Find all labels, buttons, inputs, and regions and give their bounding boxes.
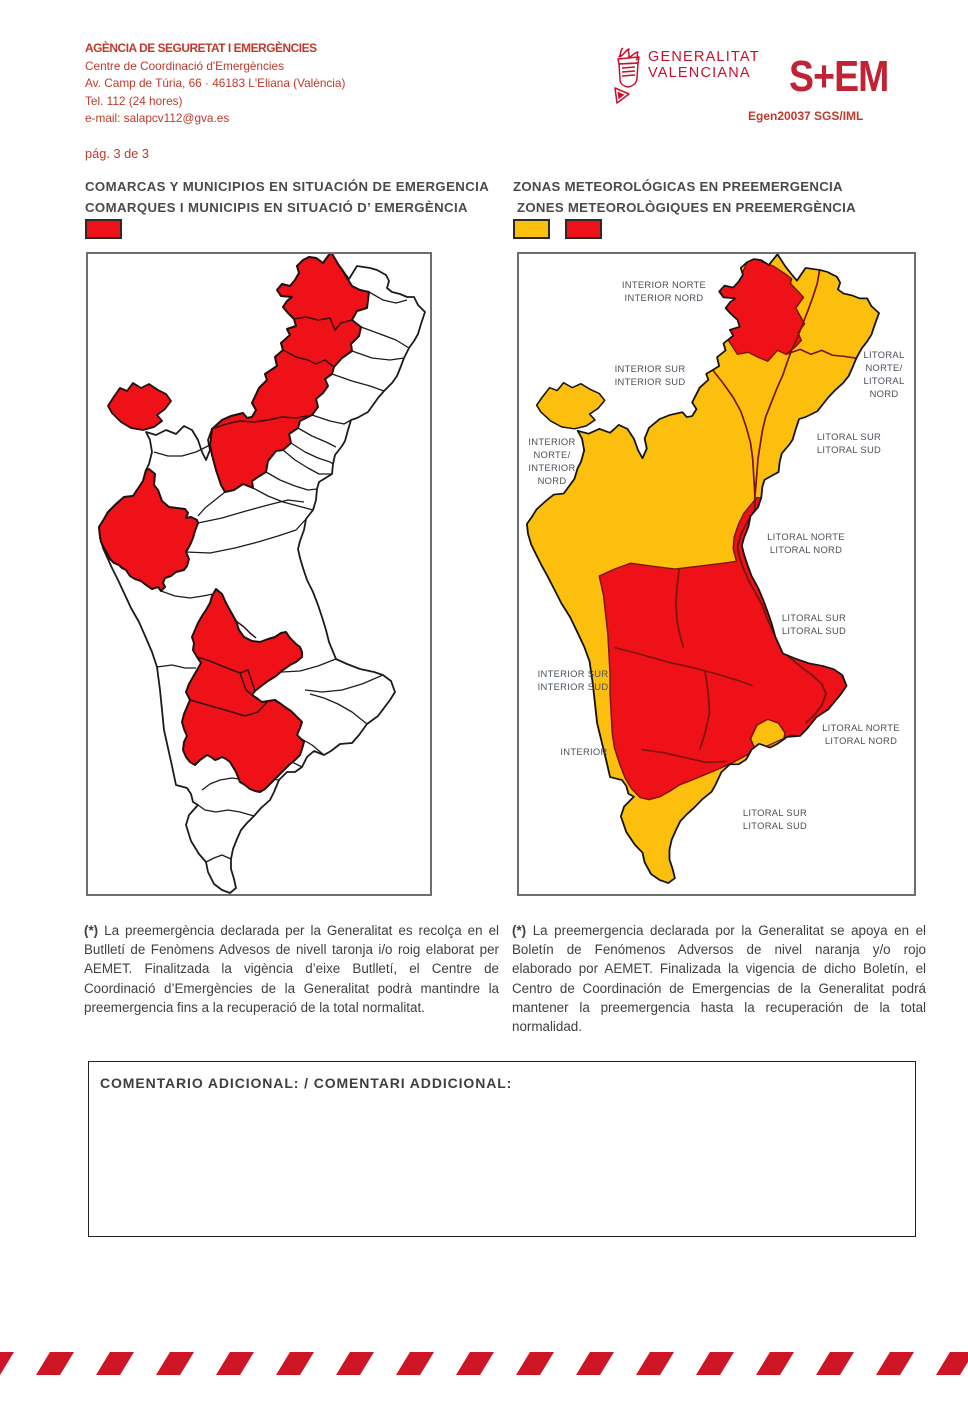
svg-text:INTERIOR: INTERIOR: [528, 436, 575, 447]
svg-text:LITORAL SUD: LITORAL SUD: [782, 625, 846, 636]
svg-text:NORTE/: NORTE/: [865, 362, 902, 373]
svg-text:LITORAL NORTE: LITORAL NORTE: [767, 531, 845, 542]
svg-text:LITORAL SUD: LITORAL SUD: [743, 820, 807, 831]
svg-text:LITORAL NORTE: LITORAL NORTE: [822, 722, 900, 733]
svg-text:LITORAL NORD: LITORAL NORD: [825, 735, 897, 746]
svg-text:LITORAL SUR: LITORAL SUR: [817, 431, 881, 442]
svg-text:LITORAL: LITORAL: [863, 375, 904, 386]
svg-text:INTERIOR SUR: INTERIOR SUR: [615, 363, 686, 374]
svg-text:INTERIOR NORTE: INTERIOR NORTE: [622, 279, 706, 290]
svg-text:NORTE/: NORTE/: [533, 449, 570, 460]
svg-text:NORD: NORD: [870, 388, 899, 399]
svg-text:LITORAL SUR: LITORAL SUR: [782, 612, 846, 623]
svg-text:INTERIOR SUD: INTERIOR SUD: [615, 376, 686, 387]
svg-text:INTERIOR: INTERIOR: [528, 462, 575, 473]
svg-text:INTERIOR SUD: INTERIOR SUD: [538, 681, 609, 692]
svg-text:LITORAL SUR: LITORAL SUR: [743, 807, 807, 818]
svg-text:NORD: NORD: [538, 475, 567, 486]
svg-text:INTERIOR SUR: INTERIOR SUR: [538, 668, 609, 679]
svg-text:INTERIOR NORD: INTERIOR NORD: [625, 292, 704, 303]
svg-text:INTERIOR: INTERIOR: [560, 746, 607, 757]
svg-text:LITORAL SUD: LITORAL SUD: [817, 444, 881, 455]
svg-text:LITORAL: LITORAL: [863, 349, 904, 360]
svg-text:LITORAL NORD: LITORAL NORD: [770, 544, 842, 555]
